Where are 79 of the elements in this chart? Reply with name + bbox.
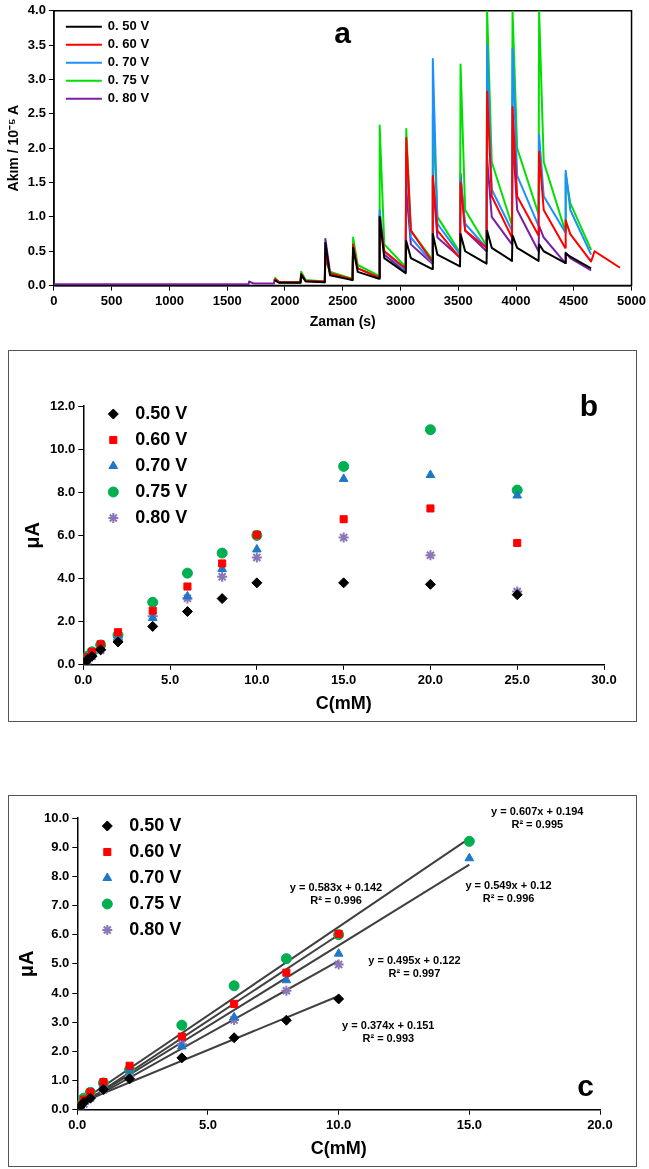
legend-label: 0. 80 V — [107, 90, 150, 106]
x-tick-label: 4500 — [559, 292, 589, 308]
y-axis-title: μA — [20, 522, 43, 549]
legend-label: 0.75 V — [135, 480, 188, 501]
y-tick-label: 6.0 — [57, 526, 76, 542]
y-tick-label: 5.0 — [51, 955, 70, 971]
x-tick-label: 20.0 — [587, 1117, 613, 1133]
x-tick-label: 15.0 — [456, 1117, 482, 1133]
y-tick-label: 2.0 — [27, 139, 46, 155]
y-tick-label: 1.0 — [51, 1072, 70, 1088]
y-tick-label: 4.0 — [51, 984, 70, 1000]
y-tick-label: 12.0 — [49, 397, 76, 413]
x-tick-label: 0 — [50, 292, 58, 308]
legend-label: 0.75 V — [129, 892, 182, 913]
legend-label: 0.50 V — [135, 402, 188, 423]
y-tick-label: 7.0 — [51, 897, 70, 913]
legend-label: 0.60 V — [129, 840, 182, 861]
y-tick-label: 2.5 — [27, 105, 46, 121]
annotation: y = 0.583x + 0.142 R² = 0.996 — [289, 880, 383, 906]
x-tick-label: 5.0 — [161, 672, 180, 688]
annotation: a — [334, 15, 352, 49]
y-tick-label: 1.5 — [27, 174, 46, 190]
y-tick-label: 8.0 — [51, 867, 70, 883]
x-tick-label: 15.0 — [330, 672, 357, 688]
x-tick-label: 5000 — [617, 292, 646, 308]
y-tick-label: 2.0 — [51, 1043, 70, 1059]
y-tick-label: 3.0 — [51, 1013, 70, 1029]
legend-label: 0.70 V — [135, 454, 188, 475]
x-axis-title: Zaman (s) — [309, 313, 376, 330]
y-tick-label: 2.0 — [57, 613, 76, 629]
x-tick-label: 10.0 — [244, 672, 270, 688]
x-tick-label: 25.0 — [504, 672, 530, 688]
y-tick-label: 10.0 — [43, 809, 70, 825]
x-tick-label: 500 — [100, 292, 123, 308]
annotation: y = 0.607x + 0.194 R² = 0.995 — [491, 804, 585, 830]
y-tick-label: 0.0 — [51, 1101, 70, 1117]
y-tick-label: 0.0 — [27, 277, 46, 293]
y-tick-label: 8.0 — [57, 483, 76, 499]
x-tick-label: 30.0 — [591, 672, 617, 688]
x-tick-label: 0.0 — [74, 672, 93, 688]
annotation: c — [577, 1068, 594, 1102]
y-tick-label: 3.0 — [27, 71, 46, 87]
x-tick-label: 2000 — [270, 292, 300, 308]
legend-label: 0.80 V — [135, 506, 188, 527]
legend-label: 0.80 V — [129, 918, 182, 939]
legend-label: 0.60 V — [135, 428, 188, 449]
annotation: y = 0.549x + 0.12 R² = 0.996 — [465, 879, 552, 905]
y-tick-label: 4.0 — [27, 2, 46, 18]
y-tick-label: 1.0 — [27, 208, 46, 224]
legend-label: 0. 75 V — [107, 72, 150, 88]
x-tick-label: 0.0 — [68, 1117, 87, 1133]
y-tick-label: 6.0 — [51, 926, 70, 942]
legend-label: 0.70 V — [129, 866, 182, 887]
y-tick-label: 10.0 — [49, 440, 76, 456]
x-tick-label: 10.0 — [325, 1117, 352, 1133]
legend-label: 0. 60 V — [107, 36, 150, 52]
x-tick-label: 3000 — [386, 292, 415, 308]
y-tick-label: 0.5 — [27, 242, 46, 258]
x-tick-label: 1000 — [154, 292, 184, 308]
y-tick-label: 3.5 — [27, 36, 46, 52]
y-tick-label: 4.0 — [57, 570, 76, 586]
y-tick-label: 0.0 — [57, 656, 76, 672]
x-tick-label: 20.0 — [417, 672, 444, 688]
legend-label: 0. 70 V — [107, 54, 150, 70]
y-axis-title: μA — [14, 950, 37, 978]
annotation: y = 0.495x + 0.122 R² = 0.997 — [368, 953, 461, 979]
annotation: b — [579, 389, 598, 422]
annotation: y = 0.374x + 0.151 R² = 0.993 — [342, 1018, 435, 1044]
x-axis-title: C(mM) — [315, 693, 372, 714]
legend-label: 0.50 V — [129, 814, 182, 835]
legend-label: 0. 50 V — [107, 18, 150, 34]
x-axis-title: C(mM) — [310, 1138, 367, 1159]
x-tick-label: 1500 — [212, 292, 242, 308]
y-tick-label: 9.0 — [51, 838, 70, 854]
x-tick-label: 2500 — [328, 292, 358, 308]
y-axis-title: Akım / 10⁻⁵ A — [5, 104, 22, 192]
x-tick-label: 4000 — [501, 292, 531, 308]
x-tick-label: 5.0 — [198, 1117, 218, 1133]
x-tick-label: 3500 — [443, 292, 473, 308]
